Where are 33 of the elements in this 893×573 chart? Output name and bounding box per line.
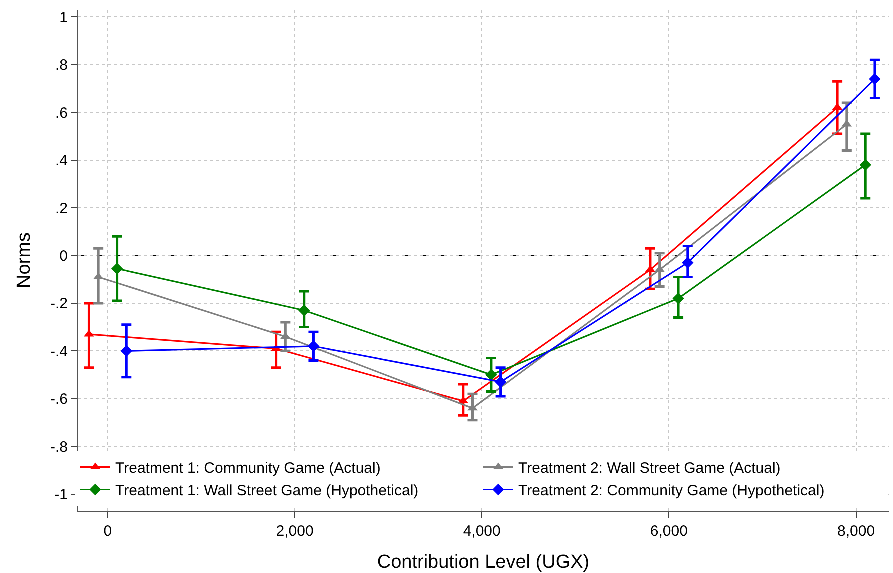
y-tick-label: .2 <box>55 200 68 218</box>
y-axis-title: Norms <box>14 232 35 288</box>
y-tick-label: -.4 <box>50 343 68 360</box>
y-tick-label: -.2 <box>50 296 68 313</box>
point <box>672 292 684 305</box>
legend-label: Treatment 1: Wall Street Game (Hypothetical) <box>116 482 419 500</box>
y-tick-label: .8 <box>55 57 68 74</box>
y-tick-label: .4 <box>55 152 68 170</box>
y-tick-label: -.6 <box>50 391 68 408</box>
x-tick-label: 2,000 <box>276 523 314 540</box>
point <box>682 257 694 269</box>
point <box>869 73 881 86</box>
point <box>494 376 507 388</box>
x-tick-label: 0 <box>104 523 112 540</box>
x-tick-label: 4,000 <box>463 523 501 540</box>
point <box>308 340 320 352</box>
y-tick-label: 1 <box>60 9 68 26</box>
point <box>486 369 498 381</box>
y-tick-label: .6 <box>55 104 68 122</box>
y-tick-label: 0 <box>60 248 68 265</box>
x-tick-label: 6,000 <box>650 523 688 540</box>
point <box>111 263 124 275</box>
point <box>84 330 94 337</box>
x-tick-label: 8,000 <box>837 523 876 540</box>
legend-label: Treatment 1: Community Game (Actual) <box>116 460 381 478</box>
y-tick-label: -.8 <box>50 438 68 456</box>
legend-label: Treatment 2: Wall Street Game (Actual) <box>518 460 781 478</box>
y-tick-label: -1 <box>54 486 68 504</box>
point <box>860 159 872 171</box>
point <box>298 304 310 316</box>
x-axis-title: Contribution Level (UGX) <box>377 552 590 573</box>
legend-label: Treatment 2: Community Game (Hypothetical) <box>518 482 825 500</box>
point <box>120 345 132 358</box>
